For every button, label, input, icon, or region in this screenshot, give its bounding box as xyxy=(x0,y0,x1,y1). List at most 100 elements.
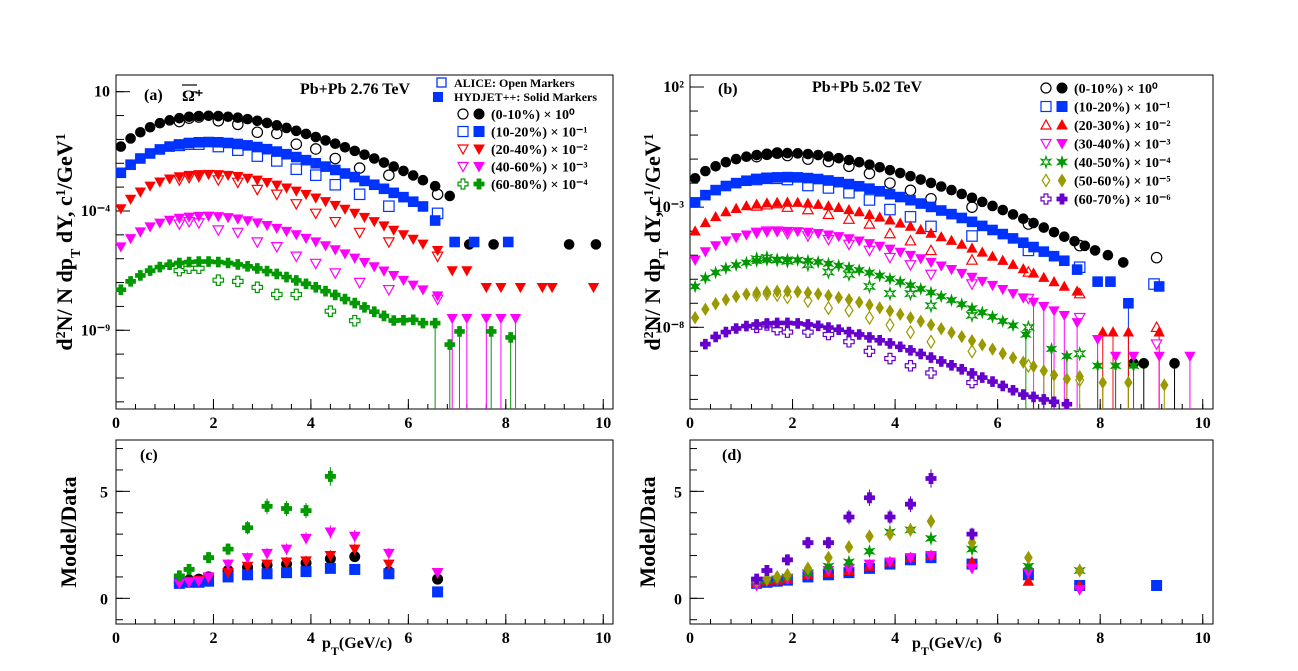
series-b-4050-model-point xyxy=(822,256,835,271)
series-b-4050-model-point xyxy=(689,279,702,294)
ratio-a-6080-point xyxy=(173,570,185,582)
legend-b-5060-open-icon xyxy=(1041,173,1051,188)
series-a-1020-data-point xyxy=(290,163,303,176)
series-a-1020-data-point xyxy=(270,155,283,167)
series-b-3040-model-point xyxy=(1007,289,1019,300)
series-b-4050-data-point xyxy=(1073,346,1087,362)
series-b-2030-model-point xyxy=(709,210,722,222)
series-b-3040-model-point xyxy=(751,228,763,239)
series-b-1020-model-point xyxy=(1123,297,1134,309)
series-a-1020-model-point xyxy=(368,179,380,191)
series-b-5060-model-point xyxy=(731,289,741,304)
series-b-1020-model-point xyxy=(700,189,711,201)
series-a-1020-model-point xyxy=(261,143,273,155)
series-a-2040-model-point xyxy=(173,172,185,183)
series-a-6080-model-point xyxy=(183,256,195,268)
series-b-010-model-point xyxy=(1089,245,1101,256)
series-b-2030-model-point xyxy=(1097,326,1109,337)
series-b-1020-model-point xyxy=(935,205,947,216)
series-a-1020-model-point xyxy=(378,183,390,195)
legend-solid-marker-icon xyxy=(433,92,443,102)
series-b-5060-data-point xyxy=(864,310,875,326)
series-b-1020-model-point xyxy=(761,172,773,184)
ratio-b-4050-point xyxy=(842,554,856,570)
series-b-2030-model-point xyxy=(1048,276,1060,287)
series-a-2040-model-point xyxy=(546,282,558,294)
series-a-2040-model-point xyxy=(124,194,137,205)
series-b-2030-model-point xyxy=(1122,326,1135,337)
series-b-5060-model-point xyxy=(1075,369,1084,384)
series-b-6070-model-point xyxy=(792,318,803,329)
series-b-4050-data-point xyxy=(903,285,918,302)
panel-d-xtick-label: 8 xyxy=(1096,630,1104,647)
series-a-010-data-point xyxy=(251,126,264,139)
series-b-1020-model-point xyxy=(1105,276,1116,287)
series-b-5060-model-point xyxy=(896,307,905,322)
series-a-010-model-point xyxy=(135,126,146,138)
legend-open-marker-icon xyxy=(436,77,447,88)
series-b-010-model-point xyxy=(956,188,968,200)
series-b-3040-model-point xyxy=(1017,293,1029,304)
series-a-4060-model-point xyxy=(193,211,205,223)
panel-a-xtick-label: 10 xyxy=(595,415,611,432)
series-a-6080-model-point xyxy=(417,317,429,329)
series-b-5060-model-point xyxy=(793,285,802,299)
panel-a-frame xyxy=(115,74,614,410)
ratio-b-5060-point xyxy=(967,535,977,550)
series-b-6070-model-point xyxy=(761,318,773,329)
series-a-6080-data-point xyxy=(251,281,264,294)
ratio-b-4050-point xyxy=(863,544,876,559)
series-a-6080-model-point xyxy=(174,257,185,269)
ratio-a-4060-point xyxy=(202,572,215,583)
series-b-5060-model-point xyxy=(813,287,823,301)
series-b-3040-model-point xyxy=(1153,351,1165,362)
series-a-1020-model-point xyxy=(320,161,331,172)
ratio-b-5060-point xyxy=(803,561,813,576)
panel-a-xtick-label: 8 xyxy=(502,415,510,432)
series-a-4060-model-point xyxy=(280,226,293,238)
panel-d-xtick-label: 10 xyxy=(1195,630,1211,647)
series-b-6070-model-point xyxy=(1038,394,1050,405)
series-b-5060-model-point xyxy=(721,292,731,307)
series-b-010-model-point xyxy=(730,153,742,165)
series-b-3040-model-point xyxy=(812,229,824,240)
series-a-6080-model-point xyxy=(359,302,370,313)
ratio-b-5060-point xyxy=(926,514,936,529)
series-b-4050-model-point xyxy=(904,278,917,293)
series-a-4060-data-point xyxy=(270,242,284,254)
series-a-6080-model-point xyxy=(444,339,456,350)
series-b-5060-model-point xyxy=(1008,351,1018,365)
series-b-6070-data-point xyxy=(925,367,937,379)
series-a-2040-data-point xyxy=(353,227,366,239)
ratio-b-6070-point xyxy=(904,498,916,510)
ratio-b-6070-point xyxy=(843,511,855,523)
series-a-2040-model-point xyxy=(495,282,507,294)
series-b-010-model-point xyxy=(987,200,998,212)
legend-b-010-open-icon xyxy=(1040,82,1052,94)
series-b-010-model-point xyxy=(894,167,906,179)
series-b-2030-data-point xyxy=(883,227,897,239)
legend-b-3040-label: (30-40%) × 10⁻³ xyxy=(1074,138,1171,153)
series-b-6070-model-point xyxy=(782,317,793,329)
panel-a-label: (a) xyxy=(144,87,163,104)
series-a-010-model-point xyxy=(444,190,456,202)
series-a-2040-model-point xyxy=(431,246,444,257)
series-a-010-data-point xyxy=(383,169,395,181)
series-b-3040-model-point xyxy=(997,284,1009,296)
series-a-6080-model-point xyxy=(407,314,419,326)
series-b-5060-model-point xyxy=(834,290,843,305)
ratio-b-6070-point xyxy=(925,473,937,485)
legend-a-6080-label: (60-80%) × 10⁻⁴ xyxy=(491,178,588,193)
series-b-6070-model-point xyxy=(935,356,947,367)
ratio-a-4060-point xyxy=(300,533,312,545)
series-b-4050-data-point xyxy=(862,278,877,295)
series-a-4060-model-point xyxy=(407,280,419,291)
series-a-010-model-point xyxy=(398,165,409,177)
series-b-2030-model-point xyxy=(730,202,742,213)
panel-b-xtick-label: 10 xyxy=(1195,415,1211,432)
legend-b-5060-solid-icon xyxy=(1057,173,1067,188)
series-b-5060-model-point xyxy=(1098,375,1107,390)
series-a-4060-model-point xyxy=(368,262,380,273)
panel-b-plot: 0 2 4 6 8 10 10² 10⁻³ 10⁻⁸ xyxy=(655,79,1211,432)
series-b-4050-model-point xyxy=(791,253,804,267)
